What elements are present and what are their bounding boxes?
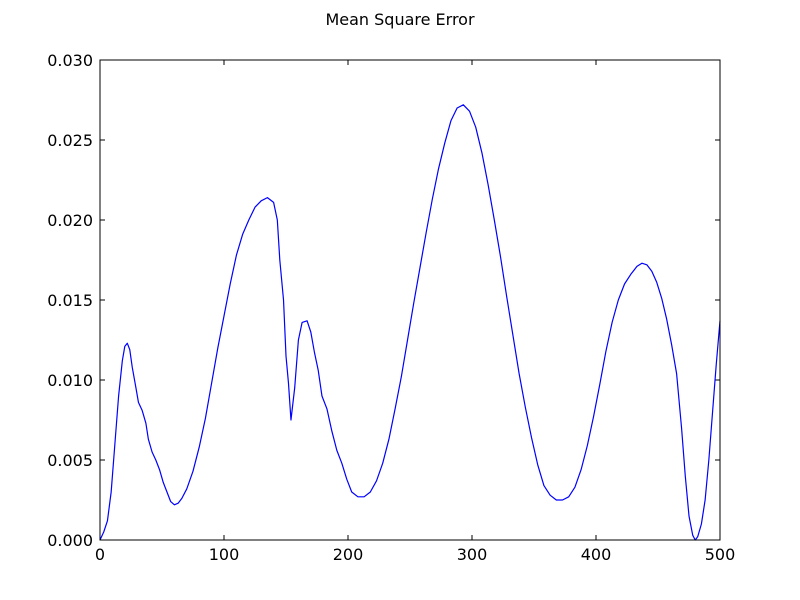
x-tick-label: 100 bbox=[209, 545, 240, 564]
x-tick-label: 400 bbox=[581, 545, 612, 564]
y-tick-label: 0.005 bbox=[47, 451, 93, 470]
series-line bbox=[99, 104, 721, 541]
x-tick-label: 200 bbox=[333, 545, 364, 564]
x-tick-label: 300 bbox=[457, 545, 488, 564]
y-tick-label: 0.000 bbox=[47, 531, 93, 550]
y-tick-label: 0.030 bbox=[47, 51, 93, 70]
y-tick-label: 0.010 bbox=[47, 371, 93, 390]
x-tick-label: 500 bbox=[705, 545, 736, 564]
plot-frame bbox=[99, 59, 721, 541]
x-tick-label: 0 bbox=[95, 545, 105, 564]
y-tick-label: 0.015 bbox=[47, 291, 93, 310]
y-tick-label: 0.020 bbox=[47, 211, 93, 230]
chart-title: Mean Square Error bbox=[325, 10, 475, 29]
y-tick-label: 0.025 bbox=[47, 131, 93, 150]
